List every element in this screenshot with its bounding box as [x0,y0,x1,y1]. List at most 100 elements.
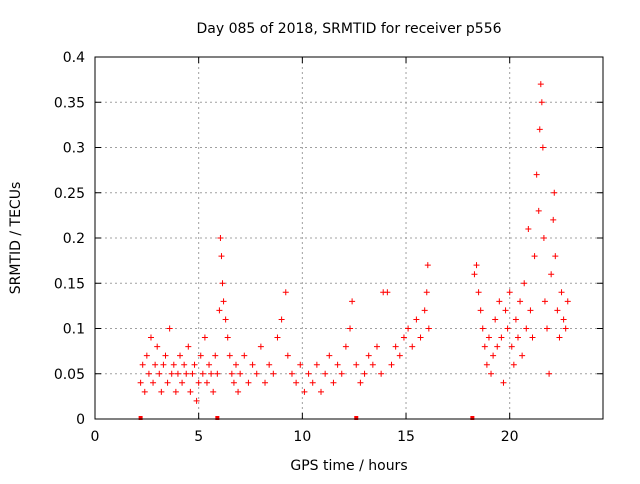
data-point [197,352,204,359]
data-point [342,343,349,350]
data-point [181,361,188,368]
data-point [147,334,154,341]
data-point [230,379,237,386]
data-point [158,388,165,395]
data-point [137,379,144,386]
data-point [249,361,256,368]
data-point [170,361,177,368]
data-point [423,289,430,296]
data-point [562,325,569,332]
data-point [373,343,380,350]
data-point [189,370,196,377]
data-point [199,370,206,377]
data-point [400,334,407,341]
gap-marker [470,416,475,420]
data-point [150,379,157,386]
data-point [531,253,538,260]
data-point [552,253,559,260]
data-point [145,370,152,377]
data-marks [137,81,571,404]
y-tick-label: 0.2 [63,231,85,247]
data-point [293,379,300,386]
gap-marker [354,416,359,420]
data-point [235,388,242,395]
gap-markers [138,416,475,420]
y-tick-label: 0.4 [63,50,85,66]
data-point [183,370,190,377]
data-point [313,361,320,368]
data-point [392,343,399,350]
data-point [536,126,543,133]
data-point [156,370,163,377]
data-point [301,388,308,395]
data-point [219,280,226,287]
data-point [270,370,277,377]
data-point [220,298,227,305]
grid-lines [95,57,603,419]
data-point [519,352,526,359]
data-point [550,216,557,223]
data-point [425,325,432,332]
data-point [330,379,337,386]
data-point [504,325,511,332]
data-point [334,361,341,368]
data-point [388,361,395,368]
data-point [421,307,428,314]
data-point [477,307,484,314]
data-point [218,253,225,260]
data-point [278,316,285,323]
data-point [471,271,478,278]
x-axis-label: GPS time / hours [290,458,407,474]
data-point [214,370,221,377]
data-point [347,325,354,332]
x-tick-label: 15 [397,429,415,445]
data-point [560,316,567,323]
data-point [177,352,184,359]
data-point [538,99,545,106]
data-point [539,144,546,151]
data-point [485,334,492,341]
chart-title: Day 085 of 2018, SRMTID for receiver p55… [196,21,501,37]
data-point [544,325,551,332]
data-point [541,298,548,305]
data-point [203,379,210,386]
data-point [498,334,505,341]
data-point [551,189,558,196]
data-point [488,370,495,377]
data-point [483,361,490,368]
data-point [369,361,376,368]
data-point [473,262,480,269]
data-point [365,352,372,359]
data-point [206,361,213,368]
data-point [187,388,194,395]
data-point [517,298,524,305]
data-point [417,334,424,341]
data-point [284,352,291,359]
data-point [195,379,202,386]
data-point [533,171,540,178]
data-point [396,352,403,359]
y-tick-label: 0.05 [54,367,85,383]
y-tick-label: 0.35 [54,95,85,111]
data-point [554,307,561,314]
data-point [174,370,181,377]
data-point [274,334,281,341]
data-point [535,207,542,214]
data-point [210,388,217,395]
data-point [514,334,521,341]
data-point [143,352,150,359]
data-point [492,316,499,323]
x-tick-label: 5 [194,429,203,445]
data-point [500,379,507,386]
data-point [409,343,416,350]
data-point [353,361,360,368]
data-point [494,343,501,350]
y-tick-label: 0.3 [63,141,85,157]
data-point [546,370,553,377]
data-point [288,370,295,377]
data-point [297,361,304,368]
data-point [322,370,329,377]
data-point [475,289,482,296]
data-point [201,334,208,341]
